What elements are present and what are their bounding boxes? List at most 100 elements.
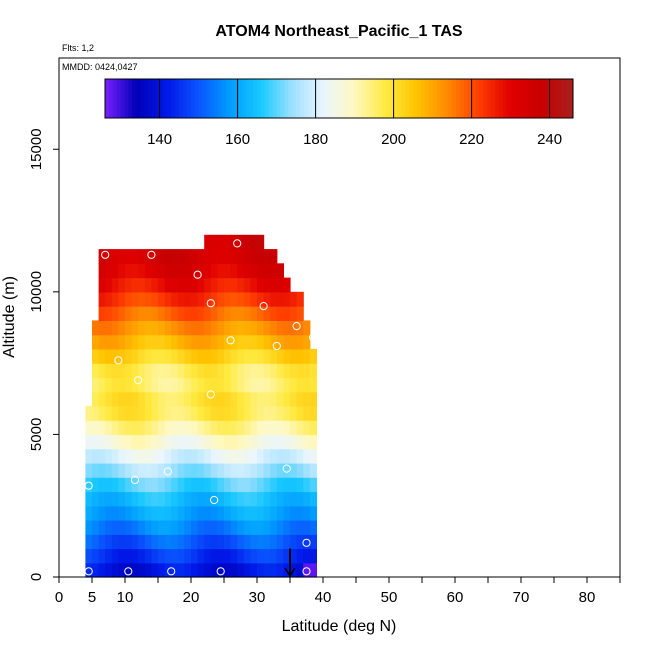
colorbar-swatch bbox=[565, 79, 570, 118]
heatmap-cell bbox=[237, 405, 245, 421]
heatmap-cell bbox=[217, 249, 225, 264]
heatmap-cell bbox=[224, 320, 232, 336]
heatmap-cell bbox=[131, 291, 139, 307]
heatmap-cell bbox=[263, 306, 271, 321]
heatmap-cell bbox=[98, 505, 106, 521]
heatmap-cell bbox=[303, 477, 311, 493]
heatmap-cell bbox=[217, 562, 225, 578]
colorbar-swatch bbox=[393, 79, 398, 118]
colorbar-swatch bbox=[311, 79, 317, 118]
heatmap-cell bbox=[257, 363, 265, 378]
heatmap-cell bbox=[210, 249, 218, 264]
heatmap-cell bbox=[217, 548, 225, 564]
heatmap-cell bbox=[151, 348, 159, 364]
heatmap-cell bbox=[309, 477, 317, 493]
heatmap-cell bbox=[111, 491, 119, 507]
colorbar: 140 160 180 200 220 240 bbox=[104, 78, 574, 148]
heatmap-cell bbox=[144, 277, 152, 293]
heatmap-cell bbox=[144, 477, 152, 493]
heatmap-cell bbox=[296, 405, 304, 421]
colorbar-swatch bbox=[233, 79, 239, 118]
heatmap-cell bbox=[263, 348, 271, 364]
heatmap-cell bbox=[151, 334, 159, 350]
heatmap-cell bbox=[270, 363, 278, 378]
heatmap-cell bbox=[243, 548, 251, 564]
heatmap-cell bbox=[138, 291, 146, 307]
heatmap-cell bbox=[204, 277, 212, 293]
heatmap-cell bbox=[158, 334, 166, 350]
heatmap-cell bbox=[250, 249, 258, 264]
heatmap-cell bbox=[125, 249, 133, 264]
heatmap-cell bbox=[283, 291, 291, 307]
colorbar-swatch bbox=[190, 79, 196, 118]
heatmap-cell bbox=[257, 562, 265, 578]
colorbar-swatch bbox=[198, 79, 203, 118]
colorbar-swatch bbox=[444, 79, 449, 118]
heatmap-cell bbox=[184, 420, 192, 436]
heatmap-cell bbox=[111, 263, 119, 279]
heatmap-cell bbox=[164, 291, 172, 307]
heatmap-cell bbox=[263, 405, 271, 421]
colorbar-tick-label: 220 bbox=[459, 131, 484, 148]
heatmap-cell bbox=[276, 263, 284, 279]
heatmap-cell bbox=[105, 320, 113, 336]
sample-point bbox=[309, 333, 318, 342]
heatmap-cell bbox=[276, 363, 284, 378]
heatmap-cell bbox=[184, 534, 192, 550]
colorbar-swatch bbox=[136, 79, 141, 118]
heatmap-cell bbox=[138, 263, 146, 279]
heatmap-cell bbox=[98, 534, 106, 550]
heatmap-cell bbox=[131, 434, 139, 450]
heatmap-cell bbox=[125, 306, 133, 321]
heatmap-cell bbox=[125, 391, 133, 407]
heatmap-cell bbox=[144, 562, 152, 578]
heatmap-cell bbox=[184, 462, 192, 478]
sample-point bbox=[210, 495, 219, 505]
heatmap-cell bbox=[105, 277, 113, 293]
heatmap-cell bbox=[290, 491, 298, 507]
heatmap-cell bbox=[204, 334, 212, 350]
heatmap-cell bbox=[111, 291, 119, 307]
heatmap-cell bbox=[184, 363, 192, 378]
heatmap-cell bbox=[151, 448, 159, 464]
heatmap-cell bbox=[237, 491, 245, 507]
heatmap-cell bbox=[184, 562, 192, 578]
colorbar-swatch bbox=[237, 79, 242, 118]
heatmap-cell bbox=[85, 405, 93, 421]
heatmap-cell bbox=[230, 363, 238, 378]
colorbar-swatch bbox=[163, 79, 168, 118]
heatmap-cell bbox=[210, 562, 218, 578]
heatmap-cell bbox=[92, 477, 100, 493]
heatmap-cell bbox=[138, 334, 146, 350]
colorbar-tick-label: 160 bbox=[225, 131, 250, 148]
heatmap-cell bbox=[98, 377, 106, 393]
heatmap-cell bbox=[92, 448, 100, 464]
heatmap-cell bbox=[197, 434, 205, 450]
heatmap-cell bbox=[92, 391, 100, 407]
heatmap-cell bbox=[303, 363, 311, 378]
heatmap-cell bbox=[250, 505, 258, 521]
heatmap-cell bbox=[309, 462, 317, 478]
heatmap-cell bbox=[131, 405, 139, 421]
heatmap-cell bbox=[197, 348, 205, 364]
heatmap-cell bbox=[296, 448, 304, 464]
heatmap-cell bbox=[290, 434, 298, 450]
heatmap-cell bbox=[204, 534, 212, 550]
heatmap-cell bbox=[164, 462, 172, 478]
heatmap-cell bbox=[125, 277, 133, 293]
colorbar-swatch bbox=[534, 79, 539, 118]
heatmap-cell bbox=[92, 420, 100, 436]
heatmap-cell bbox=[204, 548, 212, 564]
colorbar-swatch bbox=[225, 79, 231, 118]
sample-point bbox=[114, 356, 123, 365]
heatmap-cell bbox=[111, 348, 119, 364]
heatmap-cell bbox=[217, 234, 225, 250]
heatmap-cell bbox=[303, 434, 311, 450]
heatmap-cell bbox=[257, 448, 265, 464]
heatmap-cell bbox=[144, 334, 152, 350]
heatmap-cell bbox=[171, 334, 179, 350]
heatmap-cell bbox=[250, 391, 258, 407]
heatmap-cell bbox=[217, 520, 225, 535]
heatmap-cell bbox=[270, 348, 278, 364]
heatmap-cell bbox=[237, 548, 245, 564]
